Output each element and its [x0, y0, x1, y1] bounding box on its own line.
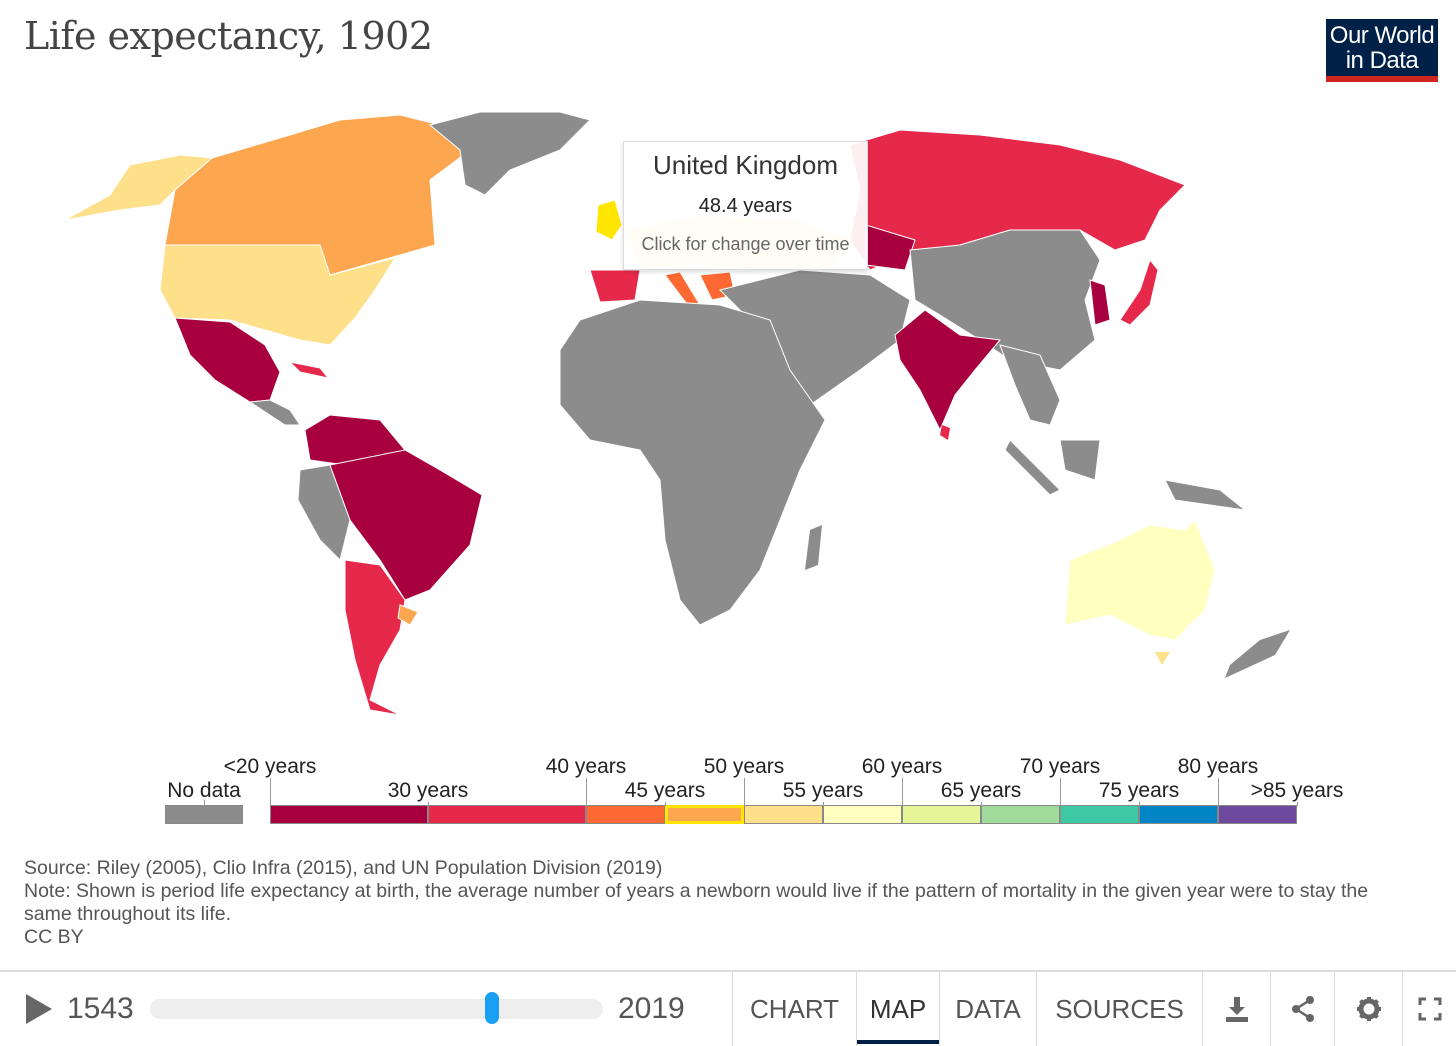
download-icon[interactable]	[1202, 972, 1271, 1046]
tab-map[interactable]: MAP	[856, 972, 939, 1046]
legend-bin[interactable]	[823, 805, 902, 824]
country-korea[interactable]	[1089, 279, 1111, 326]
timeline-slider[interactable]	[150, 992, 603, 1024]
legend-label: 50 years	[703, 755, 785, 778]
legend-bin[interactable]	[1060, 805, 1139, 824]
page-title: Life expectancy, 1902	[24, 14, 433, 58]
settings-icon[interactable]	[1334, 972, 1403, 1046]
country-australia[interactable]	[1064, 519, 1216, 641]
legend-bin[interactable]	[981, 805, 1060, 824]
legend-tick	[823, 802, 824, 806]
region-central-america[interactable]	[248, 399, 301, 426]
legend-label: 65 years	[940, 779, 1022, 802]
region-africa[interactable]	[559, 299, 826, 626]
legend-tick	[902, 778, 903, 806]
tab-chart[interactable]: CHART	[732, 972, 856, 1046]
fullscreen-icon[interactable]	[1402, 972, 1456, 1046]
legend-label: 55 years	[782, 779, 864, 802]
legend-label: 60 years	[861, 755, 943, 778]
tooltip-hint: Click for change over time	[641, 234, 850, 254]
legend-bin[interactable]	[428, 805, 586, 824]
legend-bin[interactable]	[1218, 805, 1297, 824]
region-indonesia[interactable]	[1004, 439, 1247, 511]
share-icon[interactable]	[1270, 972, 1335, 1046]
play-icon[interactable]	[26, 994, 52, 1024]
legend-label: 40 years	[545, 755, 627, 778]
country-japan[interactable]	[1119, 258, 1159, 326]
timeline-end: 2019	[618, 992, 685, 1025]
legend-label: No data	[167, 779, 241, 802]
country-madagascar[interactable]	[805, 525, 822, 570]
region-southeast-asia[interactable]	[999, 344, 1061, 426]
tab-sources[interactable]: SOURCES	[1036, 972, 1202, 1046]
legend-tick	[1139, 802, 1140, 806]
country-uruguay[interactable]	[397, 604, 419, 626]
country-mexico[interactable]	[174, 317, 281, 403]
legend-tick	[744, 778, 745, 806]
country-brazil[interactable]	[329, 449, 483, 601]
legend-tick	[428, 802, 429, 806]
legend-label: <20 years	[223, 755, 317, 778]
legend-bin[interactable]	[744, 805, 823, 824]
country-argentina-chile[interactable]	[344, 559, 406, 716]
chart-footer: Source: Riley (2005), Clio Infra (2015),…	[24, 857, 1384, 949]
legend-label: 70 years	[1019, 755, 1101, 778]
legend-tick	[1297, 802, 1298, 806]
legend-tick	[270, 778, 271, 806]
tab-data[interactable]: DATA	[939, 972, 1036, 1046]
legend-label: 30 years	[387, 779, 469, 802]
logo-line1: Our World	[1329, 22, 1435, 49]
tooltip-value: 48.4 years	[698, 195, 793, 217]
tooltip-country: United Kingdom	[653, 150, 838, 180]
country-cuba[interactable]	[288, 361, 330, 379]
legend-tick	[665, 802, 666, 806]
legend-bin[interactable]	[1139, 805, 1218, 824]
country-new-zealand[interactable]	[1225, 630, 1290, 678]
legend-bin[interactable]	[586, 805, 665, 824]
country-sri-lanka[interactable]	[940, 425, 950, 440]
legend-label: >85 years	[1250, 779, 1344, 802]
controls-bar: 1543 2019 CHART MAP DATA SOURCES	[0, 970, 1456, 1046]
legend-tick	[586, 778, 587, 806]
legend-no-data-swatch[interactable]	[165, 805, 243, 824]
legend-label: 80 years	[1177, 755, 1259, 778]
legend-tick	[1218, 778, 1219, 806]
legend-tick	[981, 802, 982, 806]
country-india[interactable]	[894, 309, 1001, 432]
legend-bin[interactable]	[902, 805, 981, 824]
country-greenland[interactable]	[428, 111, 591, 196]
legend-tick	[204, 800, 205, 806]
license-link[interactable]: CC BY	[24, 926, 84, 948]
timeline-handle[interactable]	[484, 992, 499, 1024]
logo-line2: in Data	[1345, 47, 1419, 74]
owid-logo[interactable]: Our World in Data	[1326, 19, 1438, 82]
country-china[interactable]	[909, 229, 1101, 371]
legend-bin[interactable]	[270, 805, 428, 824]
source-text: Source: Riley (2005), Clio Infra (2015),…	[24, 857, 663, 879]
country-spain[interactable]	[589, 269, 641, 303]
legend-label: 75 years	[1098, 779, 1180, 802]
note-text: Note: Shown is period life expectancy at…	[24, 880, 1369, 925]
country-united-kingdom[interactable]	[595, 199, 623, 241]
country-tooltip: United Kingdom 48.4 years Click for chan…	[623, 141, 868, 270]
legend-tick	[1060, 778, 1061, 806]
legend-label: 45 years	[624, 779, 706, 802]
legend-bin[interactable]	[665, 805, 744, 824]
country-tasmania[interactable]	[1155, 652, 1170, 665]
timeline-start: 1543	[67, 992, 134, 1025]
